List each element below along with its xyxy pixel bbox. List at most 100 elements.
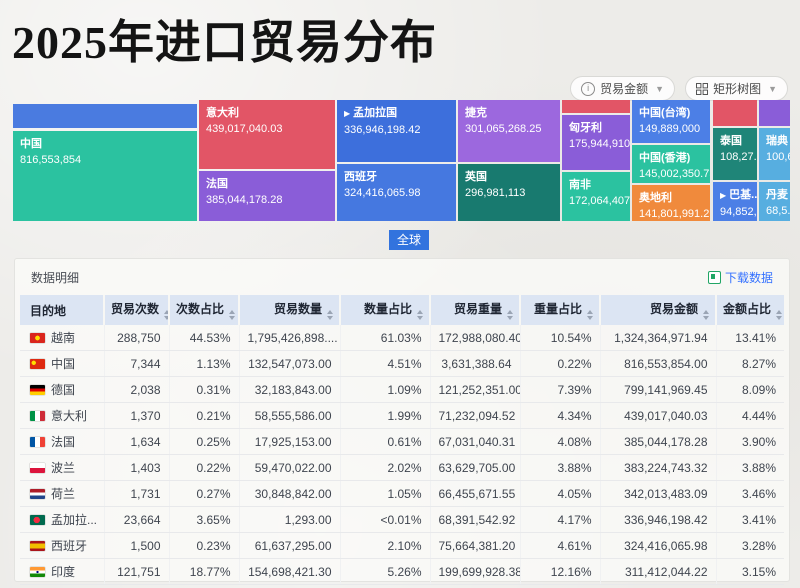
treemap-node-unlabeled-right-purple[interactable] [759,100,790,126]
treemap-node-value: 439,017,040.03 [206,123,283,135]
table-row-poland[interactable]: 波兰 1,403 0.22% 59,470,022.00 2.02% 63,629,705… [20,454,784,481]
treemap-node-china-taiwan[interactable]: 中国(台湾) 149,889,000 [632,100,710,143]
sort-icon[interactable] [507,310,513,320]
sort-icon[interactable] [703,310,709,320]
treemap-node-value: 100,6... [766,151,790,163]
value-cell: 288,750 [104,325,170,351]
column-header[interactable]: 数量占比 [340,295,431,325]
treemap-node-bangladesh[interactable]: ▶ 孟加拉国 336,946,198.42 [337,100,456,162]
value-cell: 8.09% [716,376,784,403]
value-cell: 154,698,421.30 [239,558,341,585]
value-cell: 3.28% [716,532,784,559]
value-cell: 7,344 [104,350,170,377]
destination-cell: 西班牙 [20,532,105,559]
treemap-node-value: 296,981,113 [465,187,526,199]
sort-icon[interactable] [164,310,167,320]
value-cell: 3,631,388.64 [430,350,521,377]
sort-icon[interactable] [587,310,593,320]
value-cell: 4.08% [520,428,601,455]
treemap-node-china-hongkong[interactable]: 中国(香港) 145,002,350.73 [632,145,710,183]
destination-label: 越南 [51,331,76,345]
treemap-node-czech[interactable]: 捷克 301,065,268.25 [458,100,560,162]
treemap-node-value: 141,801,991.26 [639,208,710,220]
treemap-node-south-africa[interactable]: 南非 172,064,407.59 [562,172,630,221]
column-header-label: 金额占比 [723,302,772,316]
table-row-bangladesh[interactable]: 孟加拉... 23,664 3.65% 1,293.00 <0.01% 68,391,54… [20,506,784,533]
table-row-vietnam[interactable]: 越南 288,750 44.53% 1,795,426,898.... 61.03% 17… [20,325,784,351]
table-row-china[interactable]: 中国 7,344 1.13% 132,547,073.00 4.51% 3,631,388… [20,350,784,377]
column-header[interactable]: 金额占比 [716,295,784,325]
download-data-link[interactable]: 下载数据 [707,269,773,286]
treemap-node-label: 瑞典 [766,135,788,147]
value-cell: 1,500 [104,532,170,559]
treemap-node-value: 145,002,350.73 [639,168,710,180]
metric-selector[interactable]: i 贸易金额 ▼ [570,76,676,101]
column-header: 目的地 [20,295,105,325]
treemap-node-label: 中国(台湾) [639,107,691,119]
value-cell: 5.26% [340,558,431,585]
value-cell: 324,416,065.98 [600,532,717,559]
treemap-node-france[interactable]: 法国 385,044,178.28 [199,171,335,221]
sort-icon[interactable] [776,310,783,320]
sort-icon[interactable] [417,310,423,320]
treemap-node-denmark[interactable]: 丹麦 68,5... [759,182,790,221]
value-cell: 799,141,969.45 [600,376,717,403]
value-cell: <0.01% [340,506,431,533]
treemap-breadcrumb-global[interactable]: 全球 [389,230,430,250]
treemap-node-value: 301,065,268.25 [465,123,542,135]
value-cell: 1,324,364,971.94 [600,325,717,351]
treemap-node-label: 英国 [465,171,487,183]
value-cell: 44.53% [169,325,240,351]
column-header[interactable]: 贸易数量 [239,295,341,325]
value-cell: 1.99% [340,402,431,429]
treemap-node-austria[interactable]: 奥地利 141,801,991.26 [632,185,710,221]
treemap-node-china[interactable]: 中国 816,553,854 [13,131,197,221]
value-cell: 385,044,178.28 [600,428,717,455]
treemap-node-unlabeled-top-left[interactable] [13,104,197,128]
chart-type-selector[interactable]: 矩形树图 ▼ [685,76,788,101]
value-cell: 0.22% [169,454,240,481]
column-header-label: 数量占比 [363,302,412,316]
value-cell: 3.88% [520,454,601,481]
table-row-italy[interactable]: 意大利 1,370 0.21% 58,555,586.00 1.99% 71,232,09… [20,402,784,429]
treemap-node-hungary[interactable]: 匈牙利 175,944,910.58 [562,115,630,170]
column-header[interactable]: 贸易次数 [104,295,170,325]
sort-icon[interactable] [327,310,333,320]
treemap-node-thailand[interactable]: 泰国 108,27... [713,128,757,180]
value-cell: 18.77% [169,558,240,585]
column-header[interactable]: 贸易重量 [430,295,521,325]
value-cell: 0.21% [169,402,240,429]
treemap-node-spain[interactable]: 西班牙 324,416,065.98 [337,164,456,221]
column-header[interactable]: 重量占比 [520,295,601,325]
table-row-netherlands[interactable]: 荷兰 1,731 0.27% 30,848,842.00 1.05% 66,455,671… [20,480,784,507]
treemap-node-unlabeled-right-red[interactable] [713,100,757,126]
value-cell: 132,547,073.00 [239,350,341,377]
value-cell: 1,795,426,898.... [239,325,341,351]
table-row-india[interactable]: 印度 121,751 18.77% 154,698,421.30 5.26% 199,69… [20,558,784,585]
value-cell: 13.41% [716,325,784,351]
treemap-node-sweden[interactable]: 瑞典 100,6... [759,128,790,180]
destination-label: 法国 [51,435,76,449]
china-flag-icon [30,358,45,369]
value-cell: 4.05% [520,480,601,507]
table-row-spain[interactable]: 西班牙 1,500 0.23% 61,637,295.00 2.10% 75,664,38… [20,532,784,559]
table-row-france[interactable]: 法国 1,634 0.25% 17,925,153.00 0.61% 67,031,040… [20,428,784,455]
table-row-germany[interactable]: 德国 2,038 0.31% 32,183,843.00 1.09% 121,252,35… [20,376,784,403]
treemap-node-italy[interactable]: 意大利 439,017,040.03 [199,100,335,169]
treemap-node-unlabeled-mid-top[interactable] [562,100,630,113]
column-header[interactable]: 次数占比 [169,295,240,325]
destination-label: 德国 [51,383,76,397]
value-cell: 1,731 [104,480,170,507]
value-cell: 7.39% [520,376,601,403]
treemap-node-pakistan[interactable]: ▶巴基... 94,852,... [713,182,757,221]
destination-cell: 越南 [20,325,105,351]
destination-cell: 意大利 [20,402,105,429]
destination-cell: 法国 [20,428,105,455]
value-cell: 816,553,854.00 [600,350,717,377]
data-detail-table: 目的地 贸易次数 次数占比 贸易数量 数量占比 贸易重量 重量占比 贸易金额 金额占比 越南 28… [20,295,784,585]
column-header[interactable]: 贸易金额 [600,295,717,325]
treemap-node-label: 捷克 [465,107,487,119]
treemap-node-uk[interactable]: 英国 296,981,113 [458,164,560,221]
sort-icon[interactable] [229,310,236,320]
value-cell: 342,013,483.09 [600,480,717,507]
